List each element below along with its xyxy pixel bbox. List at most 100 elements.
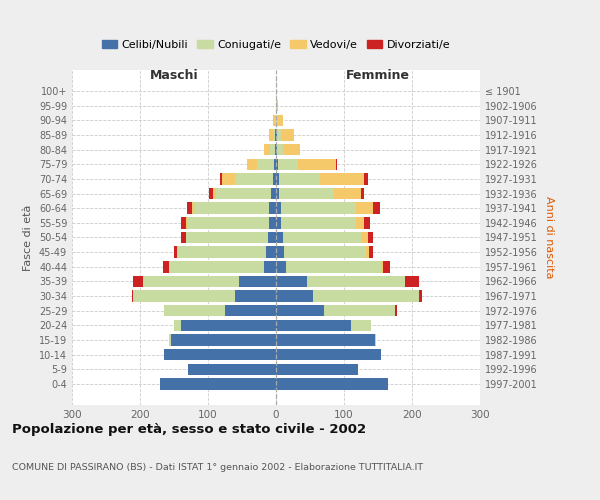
Bar — [132, 290, 133, 302]
Bar — [264, 261, 276, 272]
Bar — [181, 217, 186, 228]
Bar — [334, 188, 361, 199]
Bar — [186, 232, 268, 243]
Text: COMUNE DI PASSIRANO (BS) - Dati ISTAT 1° gennaio 2002 - Elaborazione TUTTITALIA.: COMUNE DI PASSIRANO (BS) - Dati ISTAT 1°… — [12, 462, 423, 471]
Bar — [188, 217, 269, 228]
Bar — [272, 129, 275, 140]
Bar — [277, 129, 281, 140]
Bar — [276, 217, 281, 228]
Bar — [283, 144, 300, 156]
Bar — [235, 173, 272, 184]
Bar — [351, 320, 371, 331]
Bar — [280, 188, 334, 199]
Y-axis label: Anni di nascita: Anni di nascita — [544, 196, 554, 279]
Bar — [269, 129, 272, 140]
Bar — [181, 232, 185, 243]
Bar — [276, 114, 278, 126]
Bar — [269, 202, 276, 214]
Bar — [298, 158, 336, 170]
Bar — [276, 290, 313, 302]
Bar — [320, 173, 364, 184]
Bar — [273, 114, 275, 126]
Bar — [281, 202, 356, 214]
Bar — [276, 202, 281, 214]
Bar — [336, 158, 337, 170]
Bar — [276, 364, 358, 375]
Bar — [185, 232, 186, 243]
Bar — [181, 320, 276, 331]
Bar — [356, 217, 364, 228]
Bar — [373, 202, 380, 214]
Bar — [276, 129, 277, 140]
Bar — [268, 232, 276, 243]
Bar — [164, 305, 225, 316]
Bar — [235, 290, 276, 302]
Bar — [271, 188, 276, 199]
Bar — [284, 246, 366, 258]
Bar — [277, 144, 283, 156]
Bar — [276, 378, 388, 390]
Bar — [374, 334, 376, 346]
Bar — [419, 290, 422, 302]
Bar — [247, 158, 257, 170]
Bar — [239, 276, 276, 287]
Bar — [276, 173, 280, 184]
Bar — [323, 305, 395, 316]
Bar — [286, 261, 382, 272]
Bar — [382, 261, 383, 272]
Bar — [274, 158, 276, 170]
Bar — [364, 173, 368, 184]
Bar — [170, 334, 276, 346]
Bar — [275, 144, 276, 156]
Bar — [276, 320, 351, 331]
Bar — [276, 188, 280, 199]
Bar — [276, 334, 374, 346]
Bar — [216, 188, 271, 199]
Bar — [383, 261, 389, 272]
Bar — [364, 217, 370, 228]
Bar — [276, 158, 278, 170]
Bar — [307, 276, 405, 287]
Bar — [257, 158, 274, 170]
Bar — [281, 217, 356, 228]
Bar — [225, 305, 276, 316]
Bar — [281, 129, 295, 140]
Text: Popolazione per età, sesso e stato civile - 2002: Popolazione per età, sesso e stato civil… — [12, 422, 366, 436]
Bar — [276, 349, 382, 360]
Bar — [270, 144, 275, 156]
Bar — [276, 100, 277, 112]
Bar — [186, 217, 188, 228]
Bar — [283, 232, 361, 243]
Y-axis label: Fasce di età: Fasce di età — [23, 204, 33, 270]
Legend: Celibi/Nubili, Coniugati/e, Vedovi/e, Divorziati/e: Celibi/Nubili, Coniugati/e, Vedovi/e, Di… — [97, 36, 455, 54]
Bar — [178, 246, 266, 258]
Bar — [278, 114, 283, 126]
Bar — [366, 246, 369, 258]
Bar — [276, 232, 283, 243]
Text: Femmine: Femmine — [346, 69, 410, 82]
Bar — [209, 188, 213, 199]
Bar — [276, 276, 307, 287]
Bar — [213, 188, 216, 199]
Bar — [220, 173, 221, 184]
Bar — [163, 261, 169, 272]
Bar — [143, 276, 239, 287]
Bar — [280, 173, 320, 184]
Bar — [313, 290, 419, 302]
Bar — [164, 349, 276, 360]
Bar — [395, 305, 397, 316]
Bar — [276, 246, 284, 258]
Bar — [193, 202, 194, 214]
Bar — [356, 202, 373, 214]
Bar — [276, 144, 277, 156]
Bar — [276, 305, 323, 316]
Bar — [169, 261, 264, 272]
Bar — [266, 246, 276, 258]
Bar — [368, 232, 373, 243]
Bar — [276, 261, 286, 272]
Bar — [369, 246, 373, 258]
Bar — [160, 378, 276, 390]
Bar — [187, 202, 193, 214]
Bar — [277, 100, 278, 112]
Bar — [361, 188, 364, 199]
